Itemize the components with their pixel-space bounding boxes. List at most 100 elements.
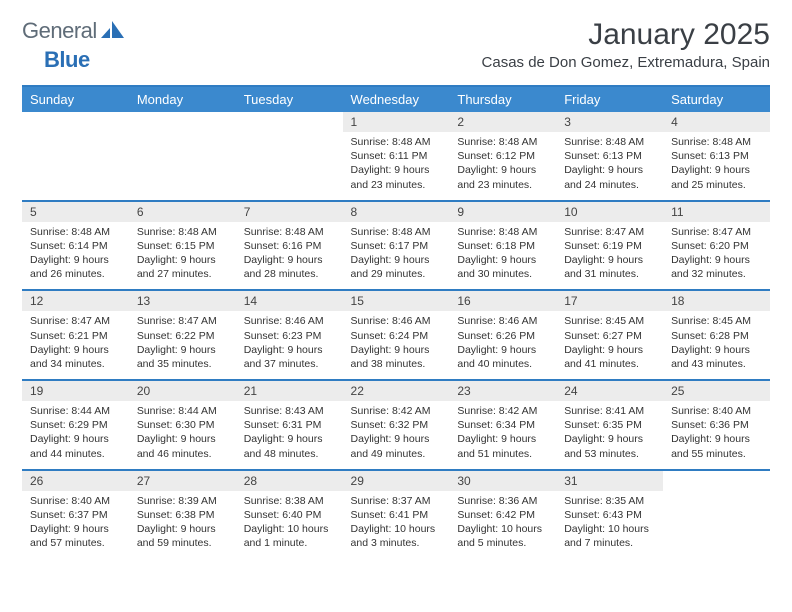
calendar-day-cell: 25Sunrise: 8:40 AMSunset: 6:36 PMDayligh…: [663, 380, 770, 470]
logo-text-2: Blue: [44, 47, 90, 73]
day-details: Sunrise: 8:41 AMSunset: 6:35 PMDaylight:…: [556, 401, 663, 469]
day-number: 7: [236, 202, 343, 222]
day-details: Sunrise: 8:47 AMSunset: 6:20 PMDaylight:…: [663, 222, 770, 290]
calendar-day-cell: 24Sunrise: 8:41 AMSunset: 6:35 PMDayligh…: [556, 380, 663, 470]
calendar-day-cell: 1Sunrise: 8:48 AMSunset: 6:11 PMDaylight…: [343, 112, 450, 201]
calendar-day-cell: 21Sunrise: 8:43 AMSunset: 6:31 PMDayligh…: [236, 380, 343, 470]
logo-text-1: General: [22, 18, 97, 44]
calendar-day-cell: 8Sunrise: 8:48 AMSunset: 6:17 PMDaylight…: [343, 201, 450, 291]
day-number: 20: [129, 381, 236, 401]
calendar-day-cell: [236, 112, 343, 201]
day-number: 18: [663, 291, 770, 311]
day-number: 8: [343, 202, 450, 222]
day-number: 6: [129, 202, 236, 222]
day-number: 25: [663, 381, 770, 401]
calendar-day-cell: 26Sunrise: 8:40 AMSunset: 6:37 PMDayligh…: [22, 470, 129, 559]
calendar-week-row: 5Sunrise: 8:48 AMSunset: 6:14 PMDaylight…: [22, 201, 770, 291]
day-details: Sunrise: 8:48 AMSunset: 6:18 PMDaylight:…: [449, 222, 556, 290]
day-details: Sunrise: 8:35 AMSunset: 6:43 PMDaylight:…: [556, 491, 663, 559]
calendar-week-row: 1Sunrise: 8:48 AMSunset: 6:11 PMDaylight…: [22, 112, 770, 201]
weekday-header: Tuesday: [236, 86, 343, 112]
day-details: Sunrise: 8:45 AMSunset: 6:28 PMDaylight:…: [663, 311, 770, 379]
day-details: Sunrise: 8:48 AMSunset: 6:11 PMDaylight:…: [343, 132, 450, 200]
day-details: Sunrise: 8:48 AMSunset: 6:12 PMDaylight:…: [449, 132, 556, 200]
day-details: Sunrise: 8:44 AMSunset: 6:29 PMDaylight:…: [22, 401, 129, 469]
day-number: 31: [556, 471, 663, 491]
calendar-day-cell: 17Sunrise: 8:45 AMSunset: 6:27 PMDayligh…: [556, 290, 663, 380]
day-number: 27: [129, 471, 236, 491]
title-block: January 2025 Casas de Don Gomez, Extrema…: [482, 18, 770, 71]
day-details: Sunrise: 8:45 AMSunset: 6:27 PMDaylight:…: [556, 311, 663, 379]
calendar-day-cell: 10Sunrise: 8:47 AMSunset: 6:19 PMDayligh…: [556, 201, 663, 291]
day-details: Sunrise: 8:47 AMSunset: 6:19 PMDaylight:…: [556, 222, 663, 290]
day-number: 28: [236, 471, 343, 491]
day-details: Sunrise: 8:39 AMSunset: 6:38 PMDaylight:…: [129, 491, 236, 559]
calendar-week-row: 26Sunrise: 8:40 AMSunset: 6:37 PMDayligh…: [22, 470, 770, 559]
day-number: 9: [449, 202, 556, 222]
day-number: 3: [556, 112, 663, 132]
weekday-header: Sunday: [22, 86, 129, 112]
day-details: Sunrise: 8:38 AMSunset: 6:40 PMDaylight:…: [236, 491, 343, 559]
day-number: 12: [22, 291, 129, 311]
location: Casas de Don Gomez, Extremadura, Spain: [482, 54, 770, 71]
day-details: Sunrise: 8:44 AMSunset: 6:30 PMDaylight:…: [129, 401, 236, 469]
calendar-day-cell: 12Sunrise: 8:47 AMSunset: 6:21 PMDayligh…: [22, 290, 129, 380]
day-details: Sunrise: 8:40 AMSunset: 6:37 PMDaylight:…: [22, 491, 129, 559]
day-number: 17: [556, 291, 663, 311]
calendar-day-cell: 22Sunrise: 8:42 AMSunset: 6:32 PMDayligh…: [343, 380, 450, 470]
month-title: January 2025: [482, 18, 770, 52]
calendar-day-cell: [663, 470, 770, 559]
calendar-day-cell: 29Sunrise: 8:37 AMSunset: 6:41 PMDayligh…: [343, 470, 450, 559]
calendar-day-cell: 4Sunrise: 8:48 AMSunset: 6:13 PMDaylight…: [663, 112, 770, 201]
day-number: 5: [22, 202, 129, 222]
calendar-week-row: 12Sunrise: 8:47 AMSunset: 6:21 PMDayligh…: [22, 290, 770, 380]
calendar-table: Sunday Monday Tuesday Wednesday Thursday…: [22, 85, 770, 558]
day-number: 1: [343, 112, 450, 132]
day-number: 23: [449, 381, 556, 401]
day-number: 10: [556, 202, 663, 222]
calendar-day-cell: 13Sunrise: 8:47 AMSunset: 6:22 PMDayligh…: [129, 290, 236, 380]
day-details: Sunrise: 8:46 AMSunset: 6:26 PMDaylight:…: [449, 311, 556, 379]
calendar-day-cell: 14Sunrise: 8:46 AMSunset: 6:23 PMDayligh…: [236, 290, 343, 380]
day-number: 29: [343, 471, 450, 491]
day-details: Sunrise: 8:36 AMSunset: 6:42 PMDaylight:…: [449, 491, 556, 559]
day-number: 26: [22, 471, 129, 491]
day-number: 30: [449, 471, 556, 491]
weekday-header: Saturday: [663, 86, 770, 112]
day-number: 19: [22, 381, 129, 401]
weekday-header-row: Sunday Monday Tuesday Wednesday Thursday…: [22, 86, 770, 112]
day-number: 4: [663, 112, 770, 132]
calendar-day-cell: 15Sunrise: 8:46 AMSunset: 6:24 PMDayligh…: [343, 290, 450, 380]
day-number: 11: [663, 202, 770, 222]
day-number: 16: [449, 291, 556, 311]
calendar-day-cell: 18Sunrise: 8:45 AMSunset: 6:28 PMDayligh…: [663, 290, 770, 380]
day-details: Sunrise: 8:46 AMSunset: 6:23 PMDaylight:…: [236, 311, 343, 379]
calendar-week-row: 19Sunrise: 8:44 AMSunset: 6:29 PMDayligh…: [22, 380, 770, 470]
calendar-day-cell: 30Sunrise: 8:36 AMSunset: 6:42 PMDayligh…: [449, 470, 556, 559]
day-number: 13: [129, 291, 236, 311]
calendar-day-cell: 5Sunrise: 8:48 AMSunset: 6:14 PMDaylight…: [22, 201, 129, 291]
logo: General: [22, 18, 125, 44]
day-details: Sunrise: 8:47 AMSunset: 6:22 PMDaylight:…: [129, 311, 236, 379]
calendar-day-cell: 31Sunrise: 8:35 AMSunset: 6:43 PMDayligh…: [556, 470, 663, 559]
calendar-day-cell: [22, 112, 129, 201]
day-details: Sunrise: 8:42 AMSunset: 6:34 PMDaylight:…: [449, 401, 556, 469]
calendar-day-cell: 9Sunrise: 8:48 AMSunset: 6:18 PMDaylight…: [449, 201, 556, 291]
calendar-day-cell: 6Sunrise: 8:48 AMSunset: 6:15 PMDaylight…: [129, 201, 236, 291]
weekday-header: Wednesday: [343, 86, 450, 112]
day-details: Sunrise: 8:48 AMSunset: 6:13 PMDaylight:…: [663, 132, 770, 200]
calendar-day-cell: 2Sunrise: 8:48 AMSunset: 6:12 PMDaylight…: [449, 112, 556, 201]
day-details: Sunrise: 8:37 AMSunset: 6:41 PMDaylight:…: [343, 491, 450, 559]
day-details: Sunrise: 8:43 AMSunset: 6:31 PMDaylight:…: [236, 401, 343, 469]
logo-sail-icon: [101, 21, 125, 44]
calendar-day-cell: 23Sunrise: 8:42 AMSunset: 6:34 PMDayligh…: [449, 380, 556, 470]
day-details: Sunrise: 8:46 AMSunset: 6:24 PMDaylight:…: [343, 311, 450, 379]
day-number: 24: [556, 381, 663, 401]
day-details: Sunrise: 8:48 AMSunset: 6:16 PMDaylight:…: [236, 222, 343, 290]
calendar-day-cell: 20Sunrise: 8:44 AMSunset: 6:30 PMDayligh…: [129, 380, 236, 470]
day-details: Sunrise: 8:48 AMSunset: 6:17 PMDaylight:…: [343, 222, 450, 290]
calendar-day-cell: 19Sunrise: 8:44 AMSunset: 6:29 PMDayligh…: [22, 380, 129, 470]
calendar-day-cell: 16Sunrise: 8:46 AMSunset: 6:26 PMDayligh…: [449, 290, 556, 380]
weekday-header: Monday: [129, 86, 236, 112]
weekday-header: Friday: [556, 86, 663, 112]
